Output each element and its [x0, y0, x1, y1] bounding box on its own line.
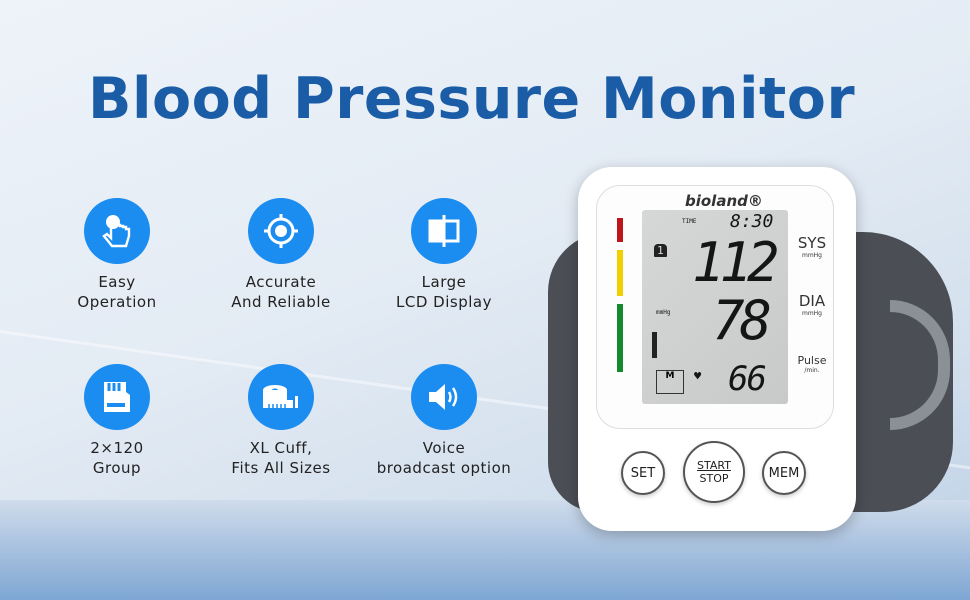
display-icon — [411, 198, 477, 264]
set-button[interactable]: SET — [621, 451, 665, 495]
feature-label: XL Cuff, — [249, 439, 313, 457]
indicator-red — [617, 218, 623, 242]
mem-button[interactable]: MEM — [762, 451, 806, 495]
speaker-icon — [411, 364, 477, 430]
start-stop-button[interactable]: START STOP — [683, 441, 745, 503]
mmhg-label: mmHg — [656, 309, 671, 316]
feature-label: Accurate — [245, 273, 317, 291]
indicator-yellow — [617, 250, 623, 296]
indicator-green — [617, 304, 623, 372]
feature-voice: Voice broadcast option — [359, 364, 529, 478]
blood-pressure-monitor: bioland® TIME 8:30 1 112 78 mmHg M ♥ 66 … — [578, 167, 856, 531]
feature-label: Group — [92, 459, 142, 477]
feature-label: Voice — [422, 439, 466, 457]
feature-memory: 2×120 Group — [32, 364, 202, 478]
dia-unit: mmHg — [801, 310, 822, 317]
sys-label: SYS — [797, 234, 827, 252]
time-label: TIME — [682, 218, 697, 225]
stop-label: STOP — [699, 472, 729, 485]
user-icon: 1 — [654, 244, 667, 257]
tape-measure-icon — [248, 364, 314, 430]
feature-label: And Reliable — [231, 293, 331, 311]
pulse-unit: /min. — [804, 367, 820, 374]
feature-accurate: Accurate And Reliable — [196, 198, 366, 312]
memory-card-icon — [84, 364, 150, 430]
pulse-value: 66 — [728, 359, 767, 399]
pulse-label: Pulse — [797, 354, 827, 367]
feature-label: 2×120 — [90, 439, 144, 457]
feature-label: Large — [421, 273, 467, 291]
start-label: START — [697, 459, 731, 472]
display-frame: bioland® TIME 8:30 1 112 78 mmHg M ♥ 66 … — [596, 185, 834, 429]
feature-large-lcd: Large LCD Display — [359, 198, 529, 312]
target-icon — [248, 198, 314, 264]
feature-label: Operation — [77, 293, 157, 311]
hand-tap-icon — [84, 198, 150, 264]
systolic-value: 112 — [692, 231, 780, 294]
feature-label: Easy — [98, 273, 136, 291]
pressure-bar — [652, 332, 657, 358]
feature-xl-cuff: XL Cuff, Fits All Sizes — [196, 364, 366, 478]
feature-label: LCD Display — [396, 293, 492, 311]
feature-label: Fits All Sizes — [231, 459, 331, 477]
heart-icon: ♥ — [694, 369, 702, 383]
time-value: 8:30 — [730, 211, 774, 232]
feature-label: broadcast option — [376, 459, 512, 477]
dia-label: DIA — [798, 292, 826, 310]
brand-logo: bioland® — [685, 192, 763, 210]
memory-indicator: M — [656, 370, 684, 394]
sys-unit: mmHg — [801, 252, 822, 259]
page-title: Blood Pressure Monitor — [88, 66, 856, 132]
lcd-screen: TIME 8:30 1 112 78 mmHg M ♥ 66 — [642, 210, 788, 404]
feature-easy-operation: Easy Operation — [32, 198, 202, 312]
diastolic-value: 78 — [712, 289, 772, 352]
